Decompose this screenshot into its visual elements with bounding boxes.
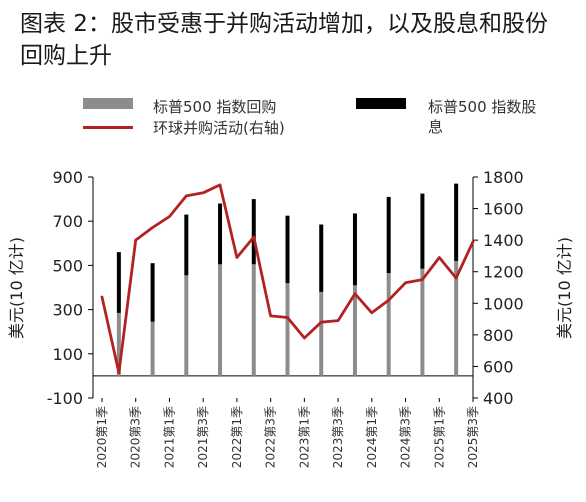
y-tick-label: -100 [47, 389, 83, 408]
y-tick-label: 900 [52, 168, 83, 187]
bar-dividend [150, 263, 155, 322]
bar-dividend [319, 224, 324, 292]
bar-buyback [420, 268, 425, 376]
legend-swatch-buyback [83, 98, 133, 109]
y2-tick-label: 1200 [483, 263, 524, 282]
bar-dividend [251, 199, 256, 265]
bar-buyback [352, 285, 357, 376]
x-tick-label: 2023第3季 [331, 406, 345, 468]
bar-buyback [184, 275, 189, 376]
y2-tick-label: 1800 [483, 168, 524, 187]
y2-tick-label: 600 [483, 357, 514, 376]
x-tick-label: 2021第3季 [196, 406, 210, 468]
x-tick-label: 2024第3季 [399, 406, 413, 468]
y2-tick-label: 1600 [483, 200, 524, 219]
bar-dividend [218, 203, 223, 265]
legend-swatch-mna [83, 126, 133, 129]
y2-tick-label: 1000 [483, 294, 524, 313]
line-mna [100, 183, 475, 375]
bar-dividend [116, 252, 121, 313]
x-tick-label: 2020第1季 [95, 406, 109, 468]
chart-title: 图表 2：股市受惠于并购活动增加，以及股息和股份回购上升 [20, 11, 548, 69]
bar-buyback [454, 260, 459, 376]
legend-label-dividend: 标普500 指数股息 [428, 98, 537, 136]
bar-dividend [386, 196, 391, 274]
legend-swatch-dividend [356, 98, 406, 109]
bar-buyback [116, 312, 121, 376]
bar-buyback [285, 283, 290, 376]
y-tick-label: 700 [52, 212, 83, 231]
bar-buyback [319, 291, 324, 376]
bar-buyback [386, 273, 391, 376]
bar-dividend [285, 215, 290, 284]
bar-buyback [251, 264, 256, 376]
y-axis-title: 美元(10 亿计) [7, 237, 26, 339]
x-tick-label: 2022第3季 [264, 406, 278, 468]
legend-label-buyback: 标普500 指数回购 [153, 98, 277, 116]
x-tick-label: 2021第1季 [162, 406, 176, 468]
x-tick-label: 2022第1季 [230, 406, 244, 468]
bar-dividend [184, 214, 189, 276]
y-tick-label: 500 [52, 256, 83, 275]
x-tick-label: 2020第3季 [129, 406, 143, 468]
bar-buyback [150, 321, 155, 376]
bar-dividend [454, 183, 459, 261]
y2-tick-label: 1400 [483, 231, 524, 250]
y2-tick-label: 800 [483, 326, 514, 345]
x-tick-label: 2025第1季 [432, 406, 446, 468]
y2-axis-title: 美元(10 亿计) [555, 237, 574, 339]
x-tick-label: 2025第3季 [466, 406, 480, 468]
x-tick-label: 2023第1季 [297, 406, 311, 468]
bar-dividend [420, 193, 425, 269]
y2-tick-label: 400 [483, 389, 514, 408]
y-tick-label: 300 [52, 301, 83, 320]
bar-buyback [218, 264, 223, 376]
x-tick-label: 2024第1季 [365, 406, 379, 468]
bar-dividend [352, 213, 357, 286]
legend-label-mna: 环球并购活动(右轴) [153, 119, 285, 137]
y-tick-label: 100 [52, 345, 83, 364]
